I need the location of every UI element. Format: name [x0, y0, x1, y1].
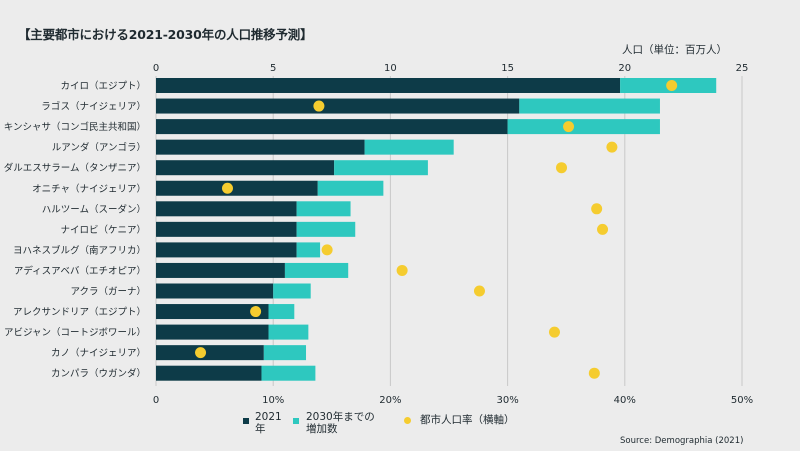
bar-2021 — [156, 221, 297, 237]
urban-rate-point — [606, 141, 618, 153]
bar-increase — [296, 242, 321, 258]
chart-title: 【主要都市における2021-2030年の人口推移予測】 — [18, 27, 313, 42]
bottom-axis-tick-label: 0 — [153, 395, 159, 406]
category-label: アビジャン（コートジボワール） — [4, 327, 146, 339]
top-axis-tick-label: 20 — [618, 63, 631, 74]
category-label: ルアンダ（アンゴラ） — [52, 142, 146, 154]
bar-2021 — [156, 78, 621, 93]
category-label: カノ（ナイジェリア） — [51, 347, 146, 359]
category-label: アクラ（ガーナ） — [70, 286, 146, 298]
top-axis-tick-label: 5 — [270, 63, 276, 74]
bar-2021 — [156, 98, 520, 114]
legend-urban-label: 都市人口率（横軸） — [420, 414, 515, 426]
bar-increase — [273, 283, 311, 299]
urban-rate-point — [597, 223, 609, 235]
bar-increase — [296, 221, 356, 237]
bar-increase — [507, 119, 660, 135]
category-label: アディスアベバ（エチオピア） — [14, 265, 146, 277]
bar-increase — [268, 324, 309, 340]
bottom-axis-tick-label: 50% — [731, 395, 753, 406]
legend-2021-swatch — [243, 418, 249, 424]
category-label: カイロ（エジプト） — [60, 80, 146, 92]
source-note: Source: Demographia (2021) — [620, 436, 744, 446]
population-unit-label: 人口（単位：百万人） — [622, 44, 727, 56]
urban-rate-point — [250, 306, 262, 318]
bar-increase — [263, 345, 307, 361]
category-label: キンシャサ（コンゴ民主共和国） — [4, 121, 146, 133]
bottom-axis-tick-label: 10% — [262, 395, 284, 406]
urban-rate-point — [666, 80, 678, 91]
legend-increase-label: 2030年までの 増加数 — [306, 411, 375, 435]
bar-2021 — [156, 345, 264, 361]
urban-rate-point — [321, 244, 333, 256]
bar-increase — [268, 304, 295, 320]
category-label: カンパラ（ウガンダ） — [51, 368, 146, 380]
urban-rate-point — [221, 182, 233, 194]
urban-rate-point — [195, 347, 207, 359]
bar-increase — [261, 365, 316, 381]
category-label: ラゴス（ナイジェリア） — [41, 101, 146, 113]
legend-increase-swatch — [293, 418, 299, 424]
urban-rate-point — [563, 121, 575, 133]
bar-increase — [364, 139, 454, 155]
bar-2021 — [156, 365, 262, 381]
bar-2021 — [156, 201, 297, 217]
bar-2021 — [156, 324, 269, 340]
bar-increase — [296, 201, 351, 217]
top-axis-tick-label: 10 — [384, 63, 397, 74]
top-axis-tick-label: 0 — [153, 63, 159, 74]
category-label: オニチャ（ナイジェリア） — [32, 183, 146, 195]
bar-2021 — [156, 160, 335, 176]
category-label: ヨハネスブルグ（南アフリカ） — [13, 244, 146, 256]
category-label: アレクサンドリア（エジプト） — [13, 306, 146, 318]
urban-rate-point — [556, 162, 568, 174]
bar-increase — [334, 160, 428, 176]
legend-urban-dot — [404, 417, 411, 424]
urban-rate-point — [396, 264, 408, 276]
urban-rate-point — [313, 100, 325, 112]
bar-2021 — [156, 119, 508, 135]
bar-increase — [317, 180, 384, 196]
urban-rate-point — [591, 203, 603, 215]
legend-2021-label: 2021 年 — [255, 411, 282, 435]
bottom-axis-tick-label: 20% — [379, 395, 401, 406]
top-axis-tick-label: 25 — [736, 63, 749, 74]
top-axis-tick-label: 15 — [501, 63, 514, 74]
bottom-axis-tick-label: 40% — [614, 395, 636, 406]
bar-2021 — [156, 304, 269, 320]
bar-increase — [284, 262, 349, 278]
urban-rate-point — [548, 326, 560, 338]
urban-rate-point — [473, 285, 485, 297]
bar-2021 — [156, 283, 274, 299]
bar-2021 — [156, 139, 365, 155]
bar-2021 — [156, 242, 297, 258]
category-label: ダルエスサラーム（タンザニア） — [4, 162, 146, 174]
bottom-axis-tick-label: 30% — [496, 395, 518, 406]
urban-rate-point — [588, 367, 600, 379]
bar-2021 — [156, 262, 285, 278]
category-label: ハルツーム（スーダン） — [42, 203, 146, 215]
bar-2021 — [156, 180, 318, 196]
bar-increase — [519, 98, 660, 114]
category-label: ナイロビ（ケニア） — [60, 224, 146, 236]
